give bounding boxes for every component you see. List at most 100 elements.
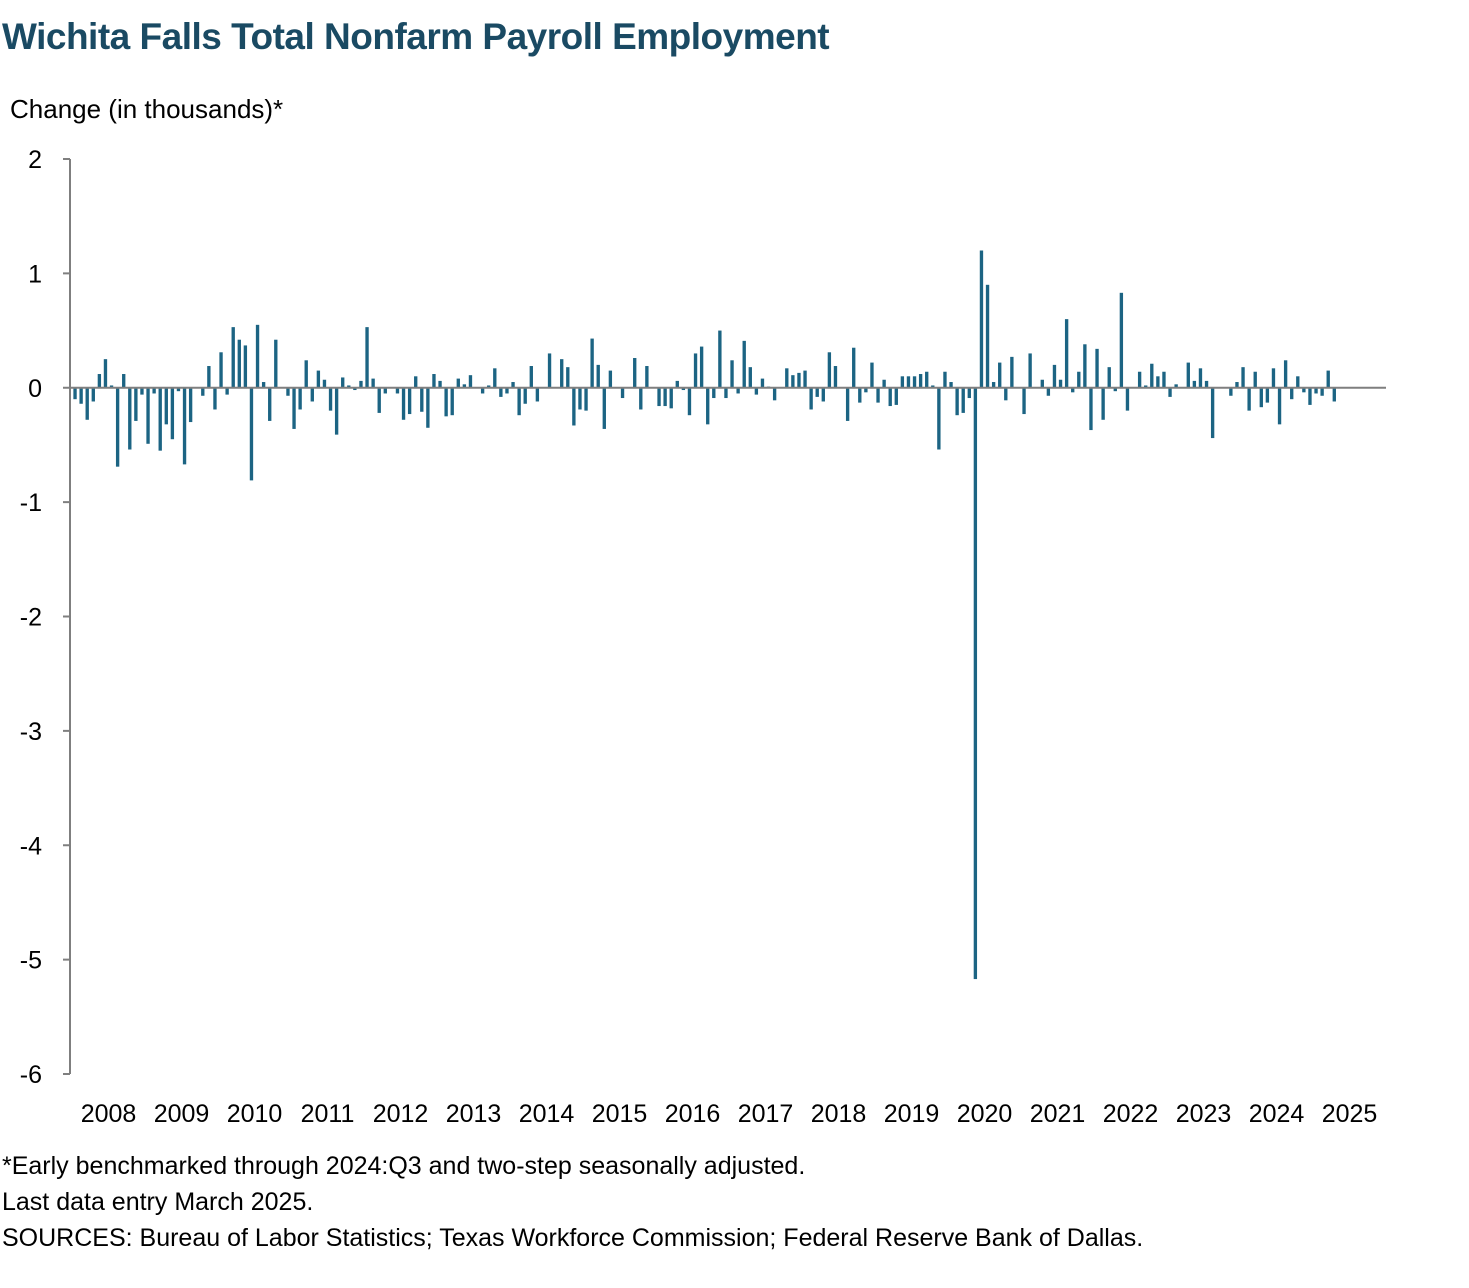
- bar: [73, 387, 77, 400]
- bar: [845, 387, 850, 421]
- bar: [797, 372, 801, 388]
- bar: [718, 330, 722, 388]
- bar: [414, 376, 418, 388]
- bar: [991, 382, 996, 388]
- bar: [1192, 380, 1197, 388]
- bar: [371, 378, 375, 388]
- bar: [560, 359, 564, 388]
- bar: [225, 387, 229, 395]
- bar: [1168, 387, 1172, 397]
- y-tick-label: -3: [20, 718, 42, 746]
- bar: [1144, 385, 1148, 388]
- bar: [967, 387, 971, 399]
- bar: [1010, 356, 1014, 388]
- x-tick-label: 2015: [592, 1100, 648, 1128]
- bar: [608, 370, 613, 388]
- bar: [815, 387, 819, 397]
- bar: [706, 387, 710, 425]
- bar: [523, 387, 527, 404]
- bar: [1156, 376, 1160, 388]
- x-tick-label: 2018: [811, 1100, 867, 1128]
- bar: [1162, 371, 1166, 388]
- bar: [961, 387, 965, 413]
- y-tick-label: 0: [28, 375, 42, 403]
- bar: [748, 367, 752, 388]
- bar: [590, 338, 594, 388]
- bar: [912, 376, 917, 388]
- bar: [401, 387, 406, 420]
- bar: [517, 387, 521, 416]
- x-tick-label: 2014: [519, 1100, 575, 1128]
- x-tick-label: 2019: [884, 1100, 940, 1128]
- bar: [693, 353, 698, 388]
- bar: [268, 387, 272, 421]
- chart-notes: *Early benchmarked through 2024:Q3 and t…: [2, 1148, 1143, 1256]
- bar: [1259, 387, 1263, 408]
- bar: [998, 362, 1002, 388]
- bar: [979, 250, 984, 388]
- bar: [115, 387, 120, 467]
- bar: [480, 387, 485, 394]
- x-tick-label: 2025: [1322, 1100, 1378, 1128]
- bar: [213, 387, 217, 410]
- bar: [852, 347, 856, 388]
- bar: [365, 327, 369, 388]
- bar: [827, 352, 832, 388]
- bar: [1040, 379, 1044, 388]
- bar: [1283, 360, 1288, 388]
- bar: [249, 387, 254, 481]
- bar: [1071, 387, 1075, 393]
- note-benchmark: *Early benchmarked through 2024:Q3 and t…: [2, 1152, 806, 1180]
- bar: [456, 378, 460, 388]
- bar: [724, 387, 728, 399]
- bar: [1004, 387, 1008, 401]
- bar: [487, 385, 491, 388]
- bar: [900, 376, 905, 388]
- bar-chart: 2 1 0 -1 -2 -3 -4 -5 -6 2008 2009 2010 2011 2012 2013 2…: [20, 146, 1386, 1128]
- bar: [888, 387, 892, 407]
- bar: [760, 378, 765, 388]
- bar: [918, 374, 923, 388]
- bar: [493, 368, 497, 388]
- bar: [304, 360, 308, 388]
- bar: [864, 387, 868, 393]
- bar: [1095, 348, 1099, 388]
- y-tick-label: -6: [20, 1061, 42, 1089]
- bar: [870, 362, 874, 388]
- bar: [310, 387, 314, 402]
- bar: [1137, 371, 1142, 388]
- bar: [785, 368, 789, 388]
- bar: [328, 387, 333, 411]
- bar: [973, 387, 978, 980]
- x-tick-label: 2021: [1030, 1100, 1086, 1128]
- bar: [395, 387, 400, 394]
- bar: [1125, 387, 1130, 411]
- bar: [1326, 370, 1330, 388]
- bar: [261, 382, 266, 388]
- bar: [1077, 371, 1081, 388]
- bar: [1229, 387, 1233, 396]
- x-tick-label: 2017: [738, 1100, 794, 1128]
- bar: [438, 380, 442, 388]
- bar: [286, 387, 290, 396]
- bar: [925, 371, 929, 388]
- bar: [316, 370, 321, 388]
- bar: [146, 387, 150, 444]
- bar: [906, 376, 911, 388]
- bar: [1083, 344, 1087, 388]
- bar: [1290, 387, 1294, 400]
- note-last-entry: Last data entry March 2025.: [2, 1188, 314, 1216]
- bar: [298, 387, 302, 410]
- bar: [1314, 387, 1318, 394]
- bar: [1210, 387, 1215, 439]
- bar: [931, 385, 935, 388]
- bar: [322, 379, 327, 388]
- bar: [176, 387, 181, 392]
- bar: [1204, 380, 1209, 388]
- bar: [566, 367, 570, 388]
- y-tick-label: 1: [28, 260, 42, 288]
- bar: [1296, 376, 1300, 388]
- bar: [1302, 387, 1306, 393]
- bar: [754, 387, 759, 395]
- bar: [274, 339, 278, 388]
